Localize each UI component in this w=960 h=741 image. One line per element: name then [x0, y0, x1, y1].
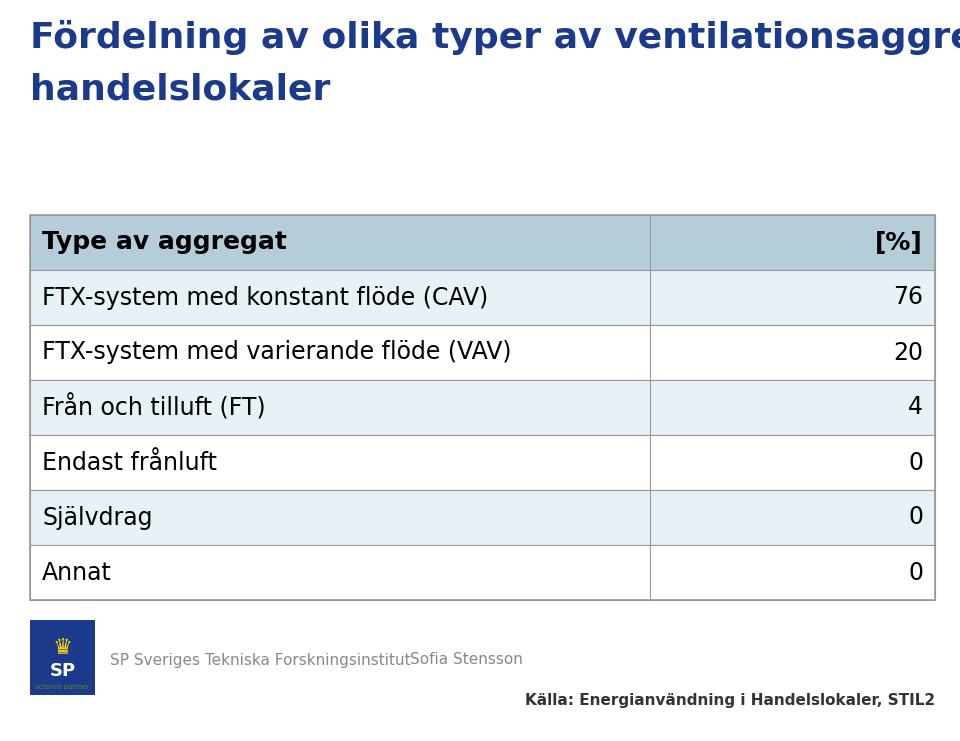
Text: [%]: [%] — [876, 230, 923, 254]
Bar — [30, 490, 935, 545]
Text: science partner: science partner — [36, 685, 89, 691]
Text: Sofia Stensson: Sofia Stensson — [410, 653, 523, 668]
Bar — [30, 270, 935, 325]
Text: FTX-system med konstant flöde (CAV): FTX-system med konstant flöde (CAV) — [42, 285, 489, 310]
Bar — [30, 380, 935, 435]
Text: Annat: Annat — [42, 560, 112, 585]
Text: SP Sveriges Tekniska Forskningsinstitut: SP Sveriges Tekniska Forskningsinstitut — [110, 653, 411, 668]
Text: 0: 0 — [908, 505, 923, 530]
Text: Självdrag: Självdrag — [42, 505, 153, 530]
Bar — [30, 215, 935, 600]
Text: 0: 0 — [908, 560, 923, 585]
Text: Källa: Energianvändning i Handelslokaler, STIL2: Källa: Energianvändning i Handelslokaler… — [525, 693, 935, 708]
Text: Fördelning av olika typer av ventilationsaggregat i: Fördelning av olika typer av ventilation… — [30, 20, 960, 55]
Text: 76: 76 — [893, 285, 923, 310]
Text: 4: 4 — [908, 396, 923, 419]
Bar — [30, 620, 95, 695]
Text: Endast frånluft: Endast frånluft — [42, 451, 217, 474]
Text: Från och tilluft (FT): Från och tilluft (FT) — [42, 394, 266, 421]
Text: FTX-system med varierande flöde (VAV): FTX-system med varierande flöde (VAV) — [42, 341, 512, 365]
Bar — [30, 435, 935, 490]
Bar — [30, 325, 935, 380]
Text: ♛: ♛ — [53, 639, 73, 659]
Bar — [30, 545, 935, 600]
Bar — [30, 215, 935, 270]
Text: Type av aggregat: Type av aggregat — [42, 230, 287, 254]
Text: 0: 0 — [908, 451, 923, 474]
Text: handelslokaler: handelslokaler — [30, 72, 330, 106]
Text: 20: 20 — [893, 341, 923, 365]
Text: SP: SP — [49, 662, 76, 680]
